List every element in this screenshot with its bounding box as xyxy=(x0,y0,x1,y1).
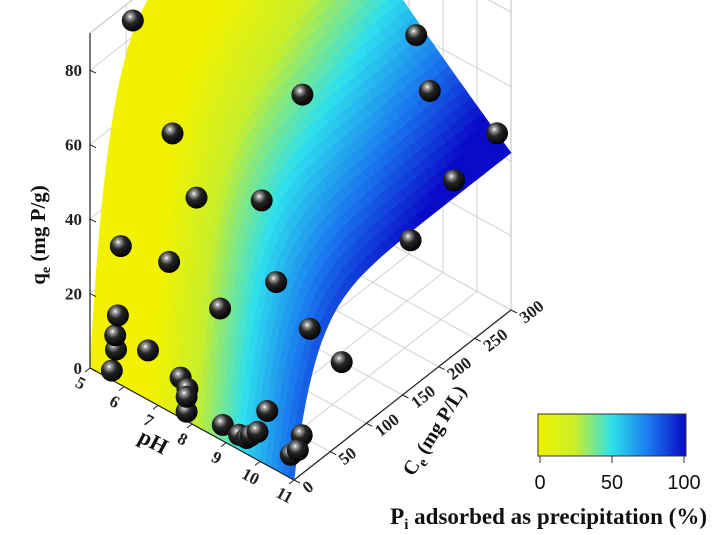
data-points xyxy=(100,9,508,466)
data-point xyxy=(286,439,309,462)
data-point xyxy=(265,271,288,294)
data-point xyxy=(211,413,234,436)
ce-tick-label: 50 xyxy=(335,443,360,468)
ph-tick-label: 6 xyxy=(106,391,122,412)
data-point xyxy=(405,24,428,47)
ph-tick-mark xyxy=(186,423,193,429)
qe-tick-mark xyxy=(89,293,97,298)
box-edge xyxy=(89,0,133,34)
qe-tick-label: 80 xyxy=(65,61,82,80)
qe-tick-label: 60 xyxy=(65,136,82,155)
data-point xyxy=(399,229,422,252)
qe-tick-mark xyxy=(89,367,97,372)
qe-tick-label: 0 xyxy=(74,359,83,378)
ce-tick-label: 150 xyxy=(407,381,439,412)
ce-tick-mark xyxy=(510,309,518,314)
data-point xyxy=(256,400,279,422)
ce-tick-mark xyxy=(366,422,373,427)
ce-tick-mark xyxy=(438,366,445,371)
ph-tick-mark xyxy=(254,460,261,466)
ce-tick-label: 200 xyxy=(443,353,475,384)
data-point xyxy=(185,186,208,209)
ce-tick-label: 250 xyxy=(480,325,512,356)
ce-tick-mark xyxy=(293,479,301,484)
ph-tick-mark xyxy=(288,479,295,485)
data-point xyxy=(209,297,232,320)
ph-tick-label: 10 xyxy=(239,464,263,489)
colorbar-gradient xyxy=(537,413,687,457)
data-point xyxy=(330,351,353,374)
data-point xyxy=(137,339,159,362)
data-point xyxy=(250,189,273,212)
data-point xyxy=(161,122,184,145)
colorbar-tick: 50 xyxy=(601,472,623,494)
data-point xyxy=(109,235,132,258)
ph-tick-label: 9 xyxy=(208,447,224,468)
qe-tick-label: 20 xyxy=(65,285,82,304)
qe-tick-mark xyxy=(89,69,97,74)
data-point xyxy=(158,250,181,273)
ce-tick-label: 300 xyxy=(516,296,548,327)
data-point xyxy=(104,324,127,347)
data-point xyxy=(175,385,198,408)
ph-tick-mark xyxy=(118,386,125,392)
grid-line xyxy=(89,0,181,71)
colorbar-title: Pi adsorbed as precipitation (%) xyxy=(390,504,707,533)
ce-tick-label: 0 xyxy=(299,477,317,497)
data-point xyxy=(291,83,314,106)
qe-tick-label: 40 xyxy=(65,210,82,229)
ph-tick-mark xyxy=(152,404,159,410)
data-point xyxy=(298,317,321,340)
data-point xyxy=(100,359,123,382)
ce-tick-mark xyxy=(474,337,482,342)
ph-tick-label: 8 xyxy=(174,429,190,450)
data-point xyxy=(246,420,269,443)
qe-axis-title: qe (mg P/g) xyxy=(26,185,54,285)
ph-tick-mark xyxy=(220,442,227,448)
ce-tick-mark xyxy=(402,394,409,399)
colorbar-tick: 0 xyxy=(534,472,545,494)
data-point xyxy=(106,304,129,327)
colorbar: 0 50 100 Pi adsorbed as precipitation (%… xyxy=(390,413,707,533)
qe-tick-mark xyxy=(89,218,97,223)
data-point xyxy=(418,79,441,102)
ce-tick-mark xyxy=(329,451,337,456)
ph-tick-label: 11 xyxy=(273,483,296,507)
ph-tick-mark xyxy=(84,367,91,373)
svg-text:pH: pH xyxy=(135,423,173,459)
data-point xyxy=(443,169,465,192)
svg-text:qe (mg P/g): qe (mg P/g) xyxy=(26,185,54,285)
ph-axis-title: pH xyxy=(135,423,173,459)
colorbar-tick: 100 xyxy=(667,472,700,494)
data-point xyxy=(486,122,508,145)
ce-tick-label: 100 xyxy=(371,410,403,441)
qe-tick-mark xyxy=(89,144,97,149)
data-point xyxy=(121,9,144,32)
